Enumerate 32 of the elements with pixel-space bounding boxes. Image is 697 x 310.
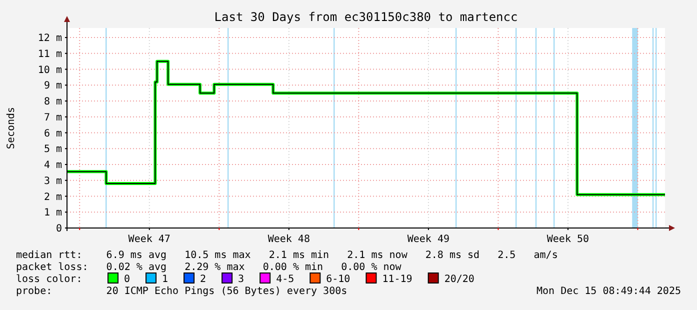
y-tick-label: 7 m [44,112,62,124]
y-tick-label: 9 m [44,80,62,92]
x-tick-label: Week 49 [407,234,450,245]
y-tick-label: 6 m [44,128,62,140]
y-tick-label: 12 m [38,33,62,44]
legend-label: 0 [124,274,130,285]
chart-title: Last 30 Days from ec301150c380 to martencc [214,10,518,24]
legend-label: 1 [162,274,168,285]
y-tick-label: 10 m [38,64,62,76]
y-tick-label: 0 [56,224,62,234]
x-tick-label: Week 48 [268,234,310,245]
text: packet loss: 0.02 % avg 2.29 % max 0.00 % min 0.00 % now [16,262,402,273]
text: Mon Dec 15 08:49:44 2025 [536,286,681,297]
y-axis-title: Seconds [6,106,17,150]
legend-label: 4-5 [276,274,294,285]
legend-label: 3 [238,274,244,285]
legend-label: 2 [200,274,206,285]
legend-label: 6-10 [326,274,350,285]
y-tick-label: 1 m [44,208,62,219]
y-tick-label: 3 m [44,176,62,187]
y-tick-label: 4 m [44,160,62,172]
y-tick-label: 5 m [44,144,62,156]
text: probe: 20 ICMP Echo Pings (56 Bytes) every 300s [16,286,348,297]
legend-title: loss color: [16,274,82,285]
x-tick-label: Week 47 [128,234,170,245]
y-tick-label: 2 m [44,192,62,203]
legend-label: 20/20 [444,274,474,285]
text: median rtt: 6.9 ms avg 10.5 ms max 2.1 ms min 2.1 ms now 2.8 ms sd 2.5 am/s [16,250,558,261]
y-tick-label: 11 m [38,48,62,60]
x-tick-label: Week 50 [546,234,590,245]
legend-label: 11-19 [382,274,412,285]
y-tick-label: 8 m [44,96,62,108]
